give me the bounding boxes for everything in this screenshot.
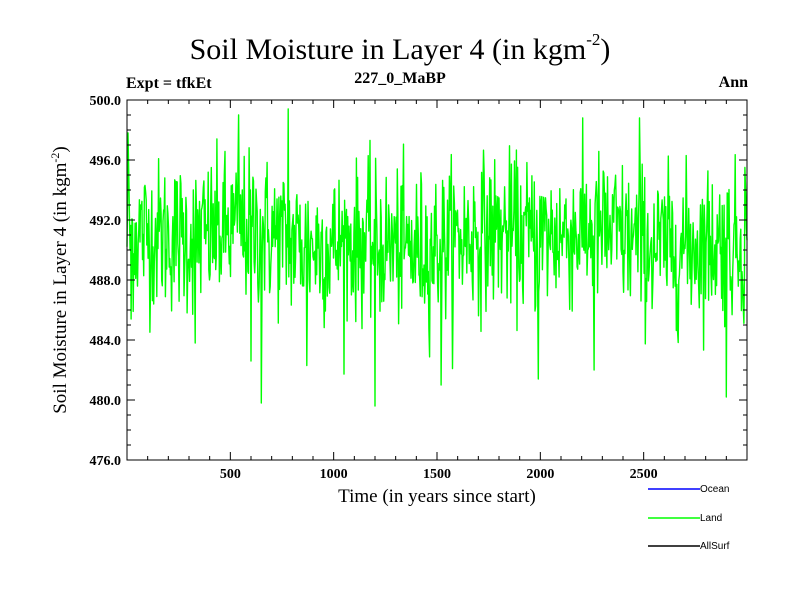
- y-tick-label: 480.0: [90, 394, 122, 409]
- y-axis-label: Soil Moisture in Layer 4 (in kgm-2): [47, 146, 72, 414]
- x-tick-label: 500: [220, 467, 241, 482]
- y-tick-label: 476.0: [90, 454, 122, 469]
- legend-label-land: Land: [700, 513, 722, 524]
- x-axis-label: Time (in years since start): [338, 486, 536, 507]
- y-tick-label: 484.0: [90, 334, 122, 349]
- legend-label-allsurf: AllSurf: [700, 541, 730, 552]
- x-tick-label: 1500: [423, 467, 451, 482]
- legend: Ocean Land AllSurf: [648, 484, 730, 552]
- plot-series: [126, 108, 748, 407]
- legend-label-ocean: Ocean: [700, 484, 729, 495]
- period-label: Ann: [718, 74, 748, 91]
- x-tick-label: 2000: [526, 467, 554, 482]
- axis-ticks: 476.0 480.0 484.0 488.0 492.0 496.0 500.0 500 10…: [90, 94, 747, 482]
- y-tick-label: 500.0: [90, 94, 122, 109]
- y-tick-label: 496.0: [90, 154, 122, 169]
- run-label: 227_0_MaBP: [354, 70, 446, 87]
- series-line-land: [126, 108, 748, 407]
- y-tick-label: 488.0: [90, 274, 122, 289]
- x-tick-label: 2500: [630, 467, 658, 482]
- chart-title: Soil Moisture in Layer 4 (in kgm-2): [189, 30, 611, 66]
- x-tick-label: 1000: [320, 467, 348, 482]
- y-tick-label: 492.0: [90, 214, 122, 229]
- experiment-label: Expt = tfkEt: [126, 75, 212, 92]
